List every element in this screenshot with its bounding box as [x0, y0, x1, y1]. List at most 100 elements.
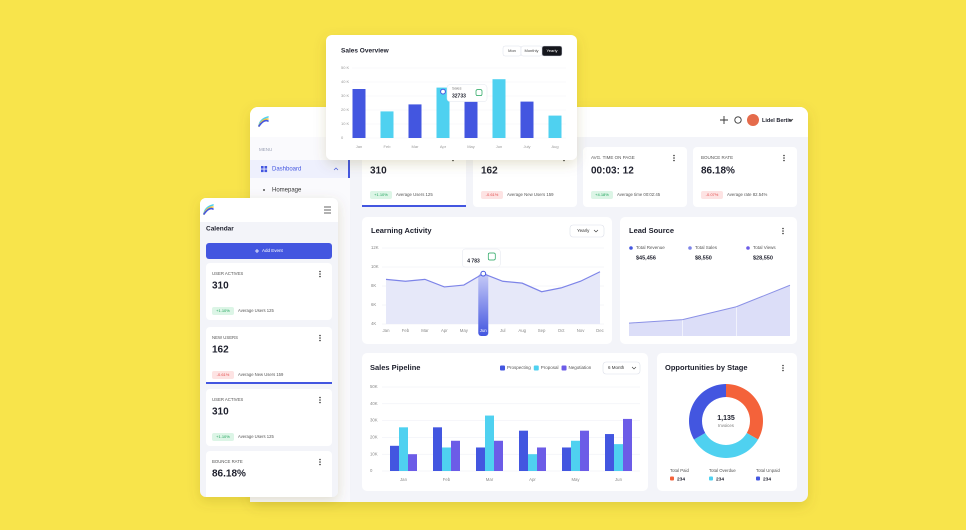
stat-card-active	[206, 382, 332, 384]
metric-label: Total Revenue	[636, 245, 665, 250]
refresh-icon	[734, 116, 742, 124]
y-tick-label: 10K	[371, 264, 379, 269]
bar	[380, 111, 394, 138]
stat-label: USER ACTIVES	[212, 271, 243, 276]
x-tick-label: Feb	[384, 144, 392, 149]
nav-bullet	[263, 189, 265, 191]
change-text: +4.18%	[595, 192, 609, 197]
more-icon	[782, 232, 784, 235]
mobile-content: Calendar Add Event USER ACTIVES 310 +1.10% Av…	[200, 198, 338, 497]
donut-total: 1,135	[717, 415, 735, 422]
tooltip-label: Sales	[452, 87, 462, 91]
bar	[492, 79, 506, 138]
stat-card	[206, 451, 332, 497]
user-name[interactable]: Lidel Bertie	[762, 118, 792, 124]
legend-swatch	[500, 365, 505, 371]
x-tick-label: Dec	[596, 328, 604, 333]
stat-note: Average time 00:02:45	[617, 192, 661, 197]
period-dropdown[interactable]	[569, 224, 605, 238]
stat-label: AVG. TIME ON PAGE	[591, 155, 635, 160]
x-tick-label: Jun	[615, 477, 623, 482]
stat-note: Average Users 125	[238, 434, 274, 439]
stat-note: Average New Users 159	[238, 372, 284, 377]
stat-label: NEW USERS	[212, 335, 238, 340]
x-tick-label: May	[460, 328, 469, 333]
nav-icon	[264, 166, 268, 169]
change-text: -0.61%	[217, 372, 230, 377]
legend-swatch	[670, 476, 674, 481]
more-icon	[673, 157, 675, 159]
legend-label: Total Overdue	[709, 468, 736, 473]
legend-value: 234	[716, 476, 724, 482]
metric-value: $28,550	[753, 255, 773, 261]
more-icon	[319, 337, 321, 339]
period-button[interactable]	[541, 45, 563, 57]
more-icon	[319, 463, 321, 466]
donut-segment	[689, 384, 726, 440]
menu-icon	[324, 206, 331, 214]
y-tick-label: 40K	[370, 401, 378, 406]
period-dropdown[interactable]	[602, 361, 641, 375]
tooltip-value: 32733	[452, 93, 466, 99]
bar	[476, 447, 485, 471]
period-text: 6 Month	[608, 365, 625, 370]
more-icon	[563, 159, 565, 162]
card-title: Opportunities by Stage	[665, 363, 748, 372]
bar	[408, 104, 422, 138]
legend-label: Total Unpaid	[756, 468, 780, 473]
x-tick-label: Jan	[383, 328, 391, 333]
more-icon	[783, 154, 785, 157]
more-icon	[319, 339, 321, 342]
y-tick-label: 40 K	[341, 79, 350, 84]
nav-item[interactable]: Homepage	[272, 188, 302, 194]
bar	[408, 454, 417, 471]
highlight-bar	[478, 273, 489, 336]
highlight-point	[480, 270, 487, 277]
bar	[580, 430, 589, 471]
stat-card	[206, 327, 332, 384]
active-nav-bar	[348, 160, 350, 178]
chevron	[788, 118, 794, 122]
card-title: Lead Source	[629, 226, 674, 235]
nav-item[interactable]: Dashboard	[272, 167, 301, 173]
nav-icon	[264, 169, 268, 173]
change-badge	[370, 191, 392, 199]
bar	[528, 454, 537, 471]
legend-value: 234	[677, 476, 685, 482]
add-event-button[interactable]	[206, 243, 332, 259]
legend-label: Prospecting	[507, 365, 531, 370]
active-nav-bg	[250, 160, 350, 178]
period-label: Mon	[508, 48, 516, 53]
x-tick-label: Jun	[496, 144, 502, 149]
stat-label: BOUNCE RATE	[701, 155, 733, 160]
x-tick-label: Jan	[356, 144, 362, 149]
x-tick-label: Nov	[577, 328, 585, 333]
legend-swatch	[533, 365, 539, 371]
stat-label: USER ACTIVES	[212, 397, 243, 402]
stat-value: 162	[212, 345, 229, 356]
stat-value: 310	[370, 166, 387, 177]
x-tick-label: Aug	[551, 144, 558, 149]
logo	[203, 207, 214, 215]
x-tick-label: Apr	[441, 328, 448, 333]
more-icon	[319, 334, 321, 337]
stat-value: 162	[481, 166, 498, 177]
donut-label: Invoices	[718, 423, 734, 428]
change-text: +1.10%	[216, 308, 230, 313]
add-icon	[720, 116, 728, 124]
bar	[390, 445, 399, 471]
y-tick-label: 30 K	[341, 93, 350, 98]
more-icon	[319, 273, 321, 275]
bar	[614, 444, 623, 471]
mobile-header	[200, 198, 338, 222]
stat-card	[206, 263, 332, 320]
legend-dot	[688, 246, 692, 250]
change-text: +1.10%	[216, 434, 230, 439]
nav-icon	[261, 166, 264, 169]
metric-value: $8,550	[695, 255, 712, 261]
x-tick-label: Mar	[412, 144, 420, 149]
plus-icon	[255, 249, 259, 253]
more-icon	[319, 458, 321, 461]
